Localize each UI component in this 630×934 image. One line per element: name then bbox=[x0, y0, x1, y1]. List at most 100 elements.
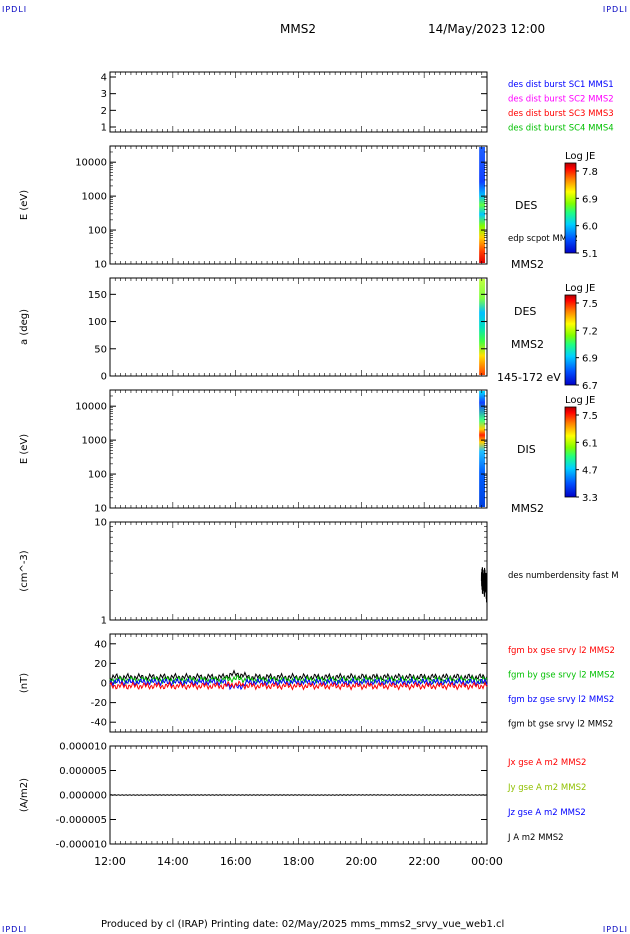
y-axis-label: E (eV) bbox=[19, 190, 30, 220]
y-tick-label: 10 bbox=[94, 504, 107, 515]
y-tick-label: 40 bbox=[94, 639, 107, 650]
overlay-label: edp scpot MMS2 bbox=[508, 234, 578, 244]
legend-entry: des dist burst SC2 MMS2 bbox=[508, 95, 614, 105]
spacecraft-title: MMS2 bbox=[280, 22, 316, 36]
x-tick-label: 16:00 bbox=[220, 855, 252, 868]
heatmap-cells bbox=[479, 279, 486, 375]
colorbar-tick-label: 5.1 bbox=[582, 249, 598, 260]
colorbar-title: Log JE bbox=[565, 151, 595, 162]
y-axis-label: a (deg) bbox=[19, 309, 30, 345]
y-tick-label: 20 bbox=[94, 659, 107, 670]
legend-entry: Jy gse A m2 MMS2 bbox=[507, 783, 586, 793]
y-tick-label: 3 bbox=[101, 89, 107, 100]
colorbar-tick-label: 6.0 bbox=[582, 222, 598, 233]
y-tick-label: 100 bbox=[88, 317, 107, 328]
colorbar-tick-label: 7.2 bbox=[582, 326, 598, 337]
spectrogram-label: DES bbox=[515, 199, 537, 212]
y-tick-label: -20 bbox=[91, 698, 107, 709]
y-tick-label: 50 bbox=[94, 344, 107, 355]
legend-entry: fgm bt gse srvy l2 MMS2 bbox=[508, 720, 613, 730]
y-tick-label: 10 bbox=[94, 260, 107, 271]
panel-frame bbox=[109, 71, 488, 133]
colorbar-tick-label: 6.7 bbox=[582, 381, 598, 392]
colorbar bbox=[564, 294, 577, 386]
corner-label-bl: IPDLI bbox=[2, 925, 28, 934]
spectrogram-label: DIS bbox=[517, 443, 536, 456]
y-axis-label: (A/m2) bbox=[19, 778, 30, 812]
y-axis-label: E (eV) bbox=[19, 434, 30, 464]
current-series bbox=[109, 794, 488, 796]
date-title: 14/May/2023 12:00 bbox=[428, 22, 546, 36]
density-series bbox=[480, 567, 488, 603]
footer-credits: Produced by cl (IRAP) Printing date: 02/… bbox=[101, 919, 505, 930]
colorbar-tick-label: 6.9 bbox=[582, 194, 598, 205]
y-tick-label: 0 bbox=[101, 679, 107, 690]
y-tick-label: 1000 bbox=[82, 192, 107, 203]
fgm-series bbox=[109, 677, 488, 691]
y-tick-label: 10000 bbox=[75, 402, 107, 413]
colorbar-tick-label: 7.8 bbox=[582, 167, 598, 178]
colorbar-title: Log JE bbox=[565, 283, 595, 294]
legend-entry: Jz gse A m2 MMS2 bbox=[507, 808, 586, 818]
legend-entry: des dist burst SC1 MMS1 bbox=[508, 80, 614, 90]
colorbar-tick-label: 7.5 bbox=[582, 411, 598, 422]
x-tick-label: 22:00 bbox=[408, 855, 440, 868]
y-tick-label: 150 bbox=[88, 290, 107, 301]
legend-entry: fgm bx gse srvy l2 MMS2 bbox=[508, 646, 615, 656]
y-tick-label: 1 bbox=[101, 616, 107, 627]
heatmap-gap bbox=[485, 391, 487, 507]
energy-range-label: 145-172 eV bbox=[497, 371, 561, 384]
y-tick-label: 100 bbox=[88, 226, 107, 237]
panel-frame bbox=[109, 521, 488, 621]
x-tick-label: 14:00 bbox=[157, 855, 189, 868]
heatmap-gap bbox=[485, 147, 487, 263]
y-tick-label: 10000 bbox=[75, 158, 107, 169]
y-tick-label: 2 bbox=[101, 106, 107, 117]
x-tick-label: 00:00 bbox=[471, 855, 503, 868]
colorbar bbox=[564, 162, 577, 254]
x-tick-label: 12:00 bbox=[94, 855, 126, 868]
x-tick-label: 18:00 bbox=[283, 855, 315, 868]
y-tick-label: 1000 bbox=[82, 436, 107, 447]
x-tick-label: 20:00 bbox=[345, 855, 377, 868]
legend-entry: des dist burst SC3 MMS3 bbox=[508, 109, 614, 119]
legend-entry: des dist burst SC4 MMS4 bbox=[508, 124, 614, 134]
y-tick-label: -40 bbox=[91, 718, 107, 729]
heatmap-cells bbox=[479, 391, 486, 507]
y-tick-label: 1 bbox=[101, 123, 107, 134]
y-tick-label: -0.000005 bbox=[56, 815, 107, 826]
y-tick-label: 0.000005 bbox=[59, 766, 107, 777]
y-tick-label: 0.000000 bbox=[59, 791, 107, 802]
corner-label-tl: IPDLI bbox=[2, 5, 28, 14]
panel-frame bbox=[109, 389, 488, 509]
corner-label-tr: IPDLI bbox=[602, 5, 628, 14]
legend-entry: des numberdensity fast M bbox=[508, 571, 619, 581]
colorbar-tick-label: 3.3 bbox=[582, 493, 598, 504]
y-tick-label: 4 bbox=[101, 73, 107, 84]
colorbar-tick-label: 6.9 bbox=[582, 354, 598, 365]
heatmap-gap bbox=[485, 279, 487, 375]
spacecraft-label: MMS2 bbox=[511, 258, 544, 271]
y-tick-label: 0.000010 bbox=[59, 742, 107, 753]
colorbar bbox=[564, 406, 577, 498]
colorbar-tick-label: 4.7 bbox=[582, 466, 598, 477]
corner-label-br: IPDLI bbox=[602, 925, 628, 934]
y-tick-label: 0 bbox=[101, 372, 107, 383]
y-tick-label: -0.000010 bbox=[56, 840, 107, 851]
colorbar-tick-label: 7.5 bbox=[582, 299, 598, 310]
legend-entry: Jx gse A m2 MMS2 bbox=[507, 758, 586, 768]
spectrogram-label: DES bbox=[514, 305, 536, 318]
y-tick-label: 100 bbox=[88, 470, 107, 481]
panel-frame bbox=[109, 145, 488, 265]
spacecraft-label: MMS2 bbox=[511, 502, 544, 515]
fgm-series bbox=[109, 680, 488, 691]
spacecraft-label: MMS2 bbox=[511, 338, 544, 351]
y-tick-label: 10 bbox=[94, 518, 107, 529]
heatmap-cells bbox=[479, 147, 486, 263]
colorbar-tick-label: 6.1 bbox=[582, 438, 598, 449]
legend-entry: J A m2 MMS2 bbox=[507, 833, 564, 843]
colorbar-title: Log JE bbox=[565, 395, 595, 406]
legend-entry: fgm by gse srvy l2 MMS2 bbox=[508, 671, 615, 681]
legend-entry: fgm bz gse srvy l2 MMS2 bbox=[508, 695, 614, 705]
